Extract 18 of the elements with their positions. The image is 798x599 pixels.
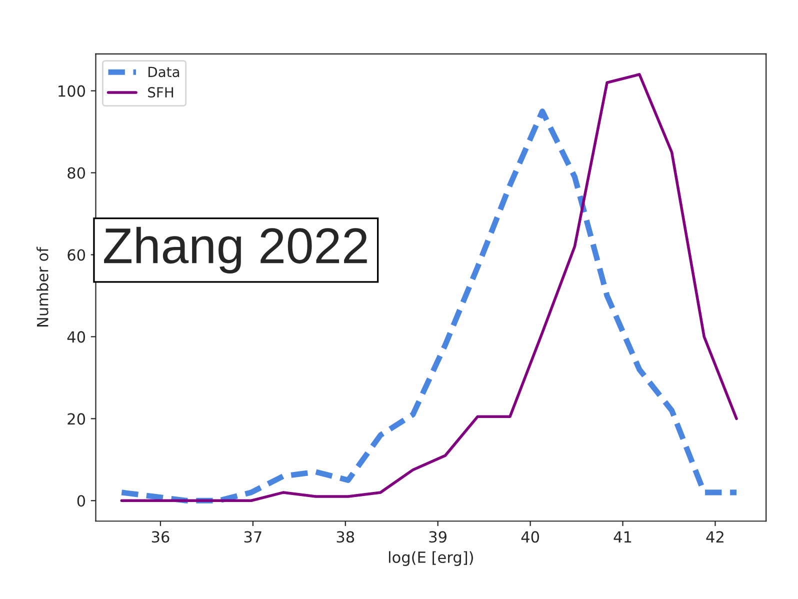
annotation: Zhang 2022 xyxy=(104,226,367,274)
legend-label: SFH xyxy=(148,87,174,98)
y-axis-title: Number of xyxy=(36,246,48,326)
y-tick-label: 100 xyxy=(58,85,86,97)
legend-label: Data xyxy=(148,66,180,78)
x-axis-title: log(E [erg]) xyxy=(388,551,473,566)
x-tick-label: 41 xyxy=(614,531,632,542)
x-tick-label: 36 xyxy=(152,531,170,543)
y-tick-label: 40 xyxy=(67,331,86,343)
x-tick-label: 42 xyxy=(706,531,724,542)
x-tick-label: 39 xyxy=(429,531,446,543)
x-tick-label: 37 xyxy=(244,531,262,543)
y-tick-label: 20 xyxy=(68,413,86,425)
y-tick-label: 60 xyxy=(68,249,86,261)
y-tick-label: 0 xyxy=(77,495,86,507)
x-tick-label: 38 xyxy=(336,531,354,543)
y-tick-label: 80 xyxy=(68,167,86,179)
x-tick-label: 40 xyxy=(521,531,540,543)
